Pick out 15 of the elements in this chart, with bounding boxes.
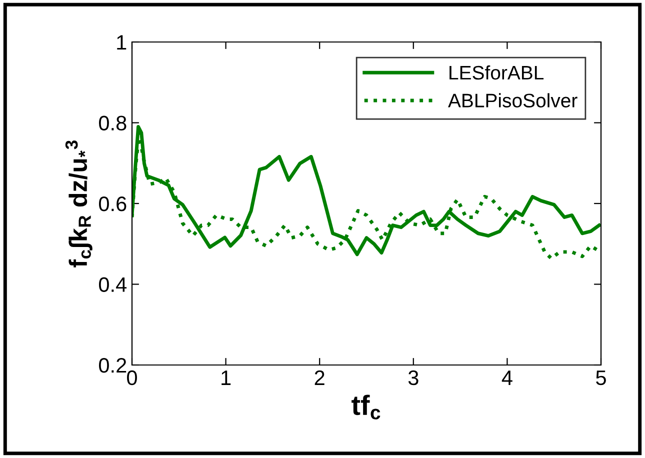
x-tick-label: 2 (314, 370, 324, 385)
y-tick-label: 0.2 (98, 358, 126, 373)
legend-label: LESforABL (450, 65, 544, 80)
y-tick-label: 0.8 (98, 116, 126, 131)
y-tick-label: 0.6 (98, 196, 126, 212)
y-tick-label: 1 (117, 35, 126, 50)
x-tick-label: 3 (408, 370, 418, 386)
x-tick-label: 5 (596, 370, 606, 386)
legend-label: ABLPisoSolver (448, 93, 578, 108)
x-tick-label: 0 (127, 370, 137, 386)
y-tick-label: 0.4 (98, 277, 127, 292)
x-tick-label: 1 (222, 370, 231, 385)
x-axis-title: tf$_{c}$ (352, 394, 380, 420)
y-axis-title: f$_{c}$∫k$_{R}$ dz/u$_{*}$$^{3}$ (65, 140, 92, 268)
x-tick-label: 4 (502, 370, 512, 385)
